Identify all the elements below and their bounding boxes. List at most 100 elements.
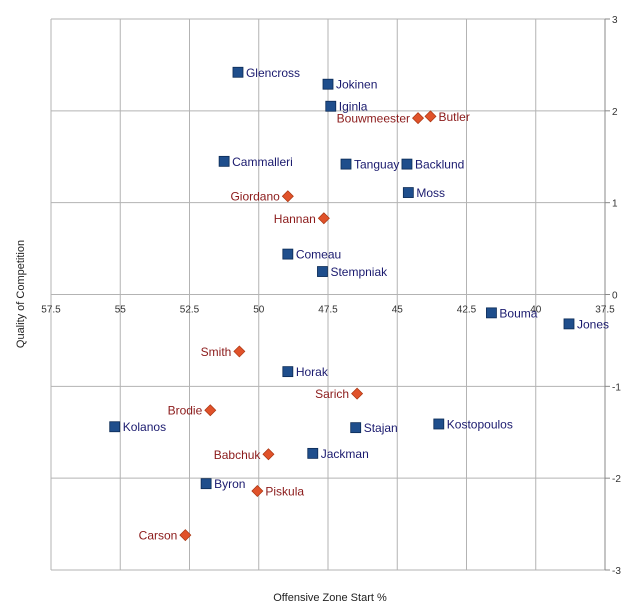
square-marker [322,78,334,90]
y-tick-label: 0 [612,291,618,302]
x-tick-label: 42.5 [457,305,477,316]
y-tick-label: 1 [612,199,618,210]
data-point: Jokinen [322,78,377,92]
point-label: Jokinen [336,78,377,92]
data-point: Babchuk [214,448,275,462]
data-point: Giordano [230,190,294,204]
data-point: Smith [201,345,246,359]
diamond-marker [281,190,294,203]
data-point: Moss [402,186,445,200]
point-label: Piskula [265,485,304,499]
x-tick-label: 45 [392,305,404,316]
point-label: Iginla [339,100,368,114]
square-marker [282,248,294,260]
data-point: Piskula [251,485,304,499]
point-label: Stempniak [330,265,388,279]
point-label: Giordano [230,190,280,204]
x-tick-label: 37.5 [595,305,615,316]
x-tick-labels: 57.5 55 52.5 50 47.5 45 42.5 40 37.5 [41,305,615,316]
y-tick-label: -1 [612,382,621,393]
square-marker [218,155,230,167]
data-point: Iginla [325,100,368,114]
square-marker [200,478,212,490]
square-marker [563,318,575,330]
point-label: Brodie [168,404,203,418]
point-label: Hannan [274,212,316,226]
point-label: Jones [577,317,609,331]
data-point: Brodie [168,404,217,418]
data-point: Stempniak [317,265,388,279]
point-label: Backlund [415,158,464,172]
y-tick-label: -2 [612,474,621,485]
x-tick-label: 52.5 [180,305,200,316]
point-label: Kolanos [123,420,166,434]
square-marker [232,66,244,78]
axes [604,18,610,571]
point-label: Kostopoulos [447,417,513,431]
x-tick-label: 40 [530,305,542,316]
diamond-marker [317,212,330,225]
point-label: Smith [201,345,232,359]
point-label: Butler [438,110,469,124]
square-marker [433,418,445,430]
data-point: Horak [282,365,329,379]
point-label: Tanguay [354,158,399,172]
diamond-marker [351,387,364,400]
point-label: Horak [296,365,329,379]
data-point: Carson [139,529,192,543]
square-marker [402,187,414,198]
square-marker [401,158,413,170]
data-point: Glencross [232,66,300,80]
point-label: Babchuk [214,448,262,462]
point-label: Sarich [315,387,349,401]
point-label: Bouma [499,306,537,320]
square-marker [307,447,319,459]
data-point: Backlund [401,158,464,172]
y-tick-label: 2 [612,107,618,118]
y-tick-label: -3 [612,566,621,577]
point-label: Stajan [364,421,398,435]
data-point: Stajan [350,421,398,435]
square-marker [350,422,362,434]
data-point: Bouma [486,306,538,320]
diamond-marker [179,529,192,542]
point-label: Glencross [246,66,300,80]
data-point: Tanguay [340,158,399,172]
x-tick-label: 47.5 [318,305,338,316]
point-label: Bouwmeester [337,112,410,126]
y-tick-labels: 3 2 1 0 -1 -2 -3 [612,15,621,577]
data-point: Jackman [307,447,369,461]
data-point: Hannan [274,212,330,226]
diamond-marker [251,485,264,498]
data-point: Byron [200,477,245,491]
data-point: Jones [563,317,609,331]
data-point: Bouwmeester [337,112,425,126]
point-label: Byron [214,477,245,491]
y-axis-title: Quality of Competition [15,240,27,348]
diamond-marker [262,448,275,461]
x-tick-label: 50 [253,305,265,316]
data-point: Comeau [282,248,341,262]
data-points: Glencross Jokinen Iginla Cammalleri Tanguay B… [109,66,609,543]
diamond-marker [233,345,246,358]
square-marker [282,366,294,378]
square-marker [325,100,337,112]
square-marker [340,158,352,170]
data-point: Kolanos [109,420,166,434]
grid [50,18,606,571]
point-label: Comeau [296,248,341,262]
point-label: Carson [139,529,178,543]
x-tick-label: 55 [115,305,127,316]
point-label: Cammalleri [232,155,293,169]
data-point: Cammalleri [218,155,293,169]
square-marker [486,307,497,319]
diamond-marker [204,404,217,417]
data-point: Butler [424,110,470,124]
x-axis-title: Offensive Zone Start % [273,592,387,604]
diamond-marker [424,110,437,123]
square-marker [317,266,328,277]
data-point: Kostopoulos [433,417,513,431]
point-label: Moss [416,186,445,200]
x-tick-label: 57.5 [41,305,61,316]
